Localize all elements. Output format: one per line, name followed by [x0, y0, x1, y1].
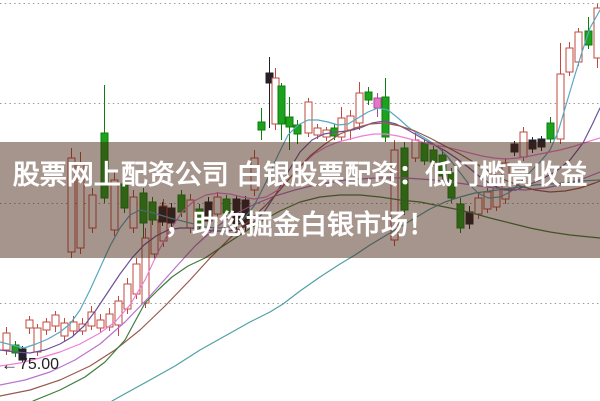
- candle-body-down: [546, 122, 555, 140]
- ma-cyan-long: [111, 179, 600, 401]
- candle-body-dark: [18, 348, 27, 361]
- candle-body-up: [483, 191, 492, 210]
- candle-body-up: [87, 311, 96, 327]
- candle-body-down: [139, 192, 148, 224]
- candle-body-down: [364, 91, 373, 101]
- price-marker-label: ← 75.00: [1, 356, 59, 374]
- ad-banner-line-2: ，助您掘金白银市场！: [165, 210, 435, 240]
- candle-body-down: [100, 132, 109, 199]
- candle-body-down: [195, 208, 204, 228]
- ma-green: [32, 194, 600, 401]
- candle-body-up: [250, 157, 259, 191]
- candle-body-up: [313, 127, 322, 136]
- candle-body-pink: [373, 97, 382, 109]
- candle-body-up: [88, 194, 97, 229]
- candle-body-down: [400, 147, 409, 211]
- ad-banner-overlay: 股票网上配资公司 白银股票配资：低门槛高收益 ，助您掘金白银市场！: [0, 142, 600, 258]
- candle-body-down: [456, 203, 465, 229]
- candle-body-down: [285, 116, 294, 128]
- ma-maroon: [0, 122, 600, 397]
- ma-pink: [0, 133, 600, 367]
- candle-body-up: [129, 196, 138, 229]
- candle-body-up: [60, 322, 69, 337]
- candle-body-down: [293, 124, 302, 135]
- candle-body-down: [257, 121, 266, 131]
- candle-body-up: [114, 300, 123, 326]
- candle-body-up: [574, 31, 583, 63]
- candle-body-up: [69, 321, 78, 332]
- candle-body-up: [2, 332, 11, 351]
- candle-body-up: [556, 73, 565, 140]
- candle-body-up: [474, 197, 483, 215]
- candle-body-up: [105, 313, 114, 328]
- candle-body-up: [337, 117, 346, 138]
- candle-body-up: [390, 149, 399, 241]
- price-marker-value: 75.00: [19, 356, 60, 373]
- candle-body-up: [593, 7, 600, 59]
- candle-body-up: [123, 283, 132, 310]
- candle-body-up: [355, 92, 364, 124]
- candle-body-dark: [528, 139, 537, 150]
- candle-body-down: [148, 201, 157, 221]
- candle-body-dark: [167, 207, 176, 224]
- candle-body-down: [429, 149, 438, 163]
- candle-body-down: [381, 96, 390, 138]
- ad-banner-line-1: 股票网上配资公司 白银股票配资：低门槛高收益: [12, 160, 588, 190]
- candle-body-down: [438, 154, 447, 177]
- candle-body-down: [277, 85, 286, 125]
- candle-body-up: [67, 157, 76, 253]
- ma-violet: [0, 171, 600, 386]
- candle-body-dark: [510, 143, 519, 153]
- candle-body-up: [565, 47, 574, 73]
- candle-body-up: [76, 162, 85, 249]
- candle-body-down: [447, 172, 456, 199]
- candle-body-dark: [537, 138, 546, 148]
- candle-body-down: [120, 183, 129, 209]
- candle-body-up: [304, 101, 313, 134]
- left-arrow-icon: ←: [1, 355, 18, 374]
- candle-body-dark: [204, 201, 213, 222]
- candle-body-up: [25, 319, 34, 329]
- candle-body-up: [33, 327, 42, 353]
- candle-body-up: [42, 321, 51, 331]
- candle-body-up: [213, 196, 222, 215]
- candle-body-up: [110, 179, 119, 231]
- candle-body-up: [96, 319, 105, 329]
- candle-body-up: [51, 314, 60, 327]
- candle-body-down: [222, 198, 231, 214]
